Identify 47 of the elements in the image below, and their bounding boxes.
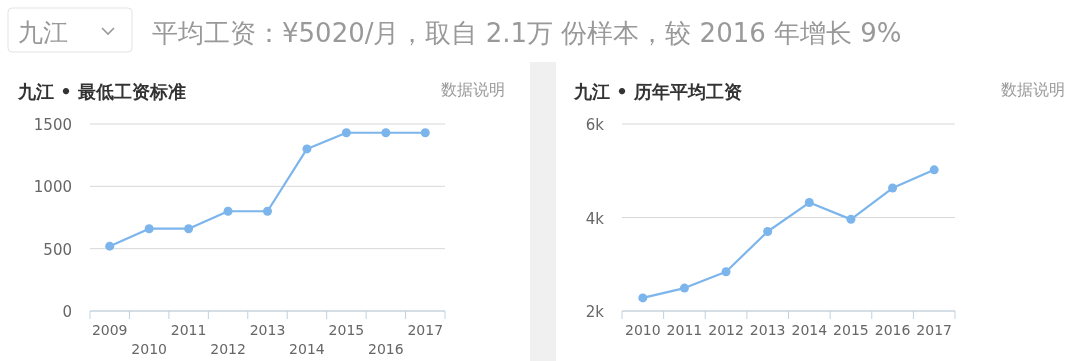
y-tick-label: 1500 bbox=[33, 116, 72, 134]
point bbox=[763, 227, 773, 237]
x-tick-label: 2017 bbox=[916, 322, 953, 338]
y-tick-label: 4k bbox=[585, 209, 605, 228]
chart-title: 九江 • 最低工资标准 bbox=[17, 81, 187, 102]
x-tick-label: 2009 bbox=[91, 322, 128, 338]
y-tick-label: 2k bbox=[585, 303, 605, 321]
y-tick-label: 6k bbox=[585, 116, 605, 134]
point bbox=[846, 214, 856, 224]
x-tick-label: 2014 bbox=[289, 341, 325, 357]
x-tick-label: 2012 bbox=[210, 341, 246, 357]
point bbox=[302, 144, 312, 154]
x-tick-label: 2014 bbox=[791, 322, 828, 338]
x-tick-label: 2015 bbox=[833, 322, 869, 338]
point bbox=[263, 206, 272, 216]
point bbox=[420, 128, 430, 138]
x-tick-label: 2012 bbox=[708, 322, 744, 338]
point bbox=[679, 283, 689, 293]
chart-title: 九江 • 历年平均工资 bbox=[573, 81, 743, 102]
point bbox=[929, 165, 939, 175]
point bbox=[184, 224, 194, 234]
x-tick-label: 2015 bbox=[328, 322, 365, 338]
x-tick-label: 2017 bbox=[407, 322, 444, 338]
x-tick-label: 2016 bbox=[368, 341, 404, 357]
x-tick-label: 2011 bbox=[170, 322, 207, 338]
x-tick-label: 2010 bbox=[131, 341, 167, 357]
point bbox=[888, 183, 898, 193]
text: 数据说明 bbox=[1001, 80, 1065, 99]
point bbox=[381, 128, 391, 138]
x-tick-label: 2011 bbox=[666, 322, 703, 338]
x-tick-label: 2013 bbox=[749, 322, 786, 338]
point bbox=[223, 206, 233, 216]
point bbox=[144, 224, 154, 234]
y-tick-label: 0 bbox=[62, 303, 72, 321]
point bbox=[341, 128, 351, 138]
x-tick-label: 2013 bbox=[249, 322, 286, 338]
x-tick-label: 2010 bbox=[624, 322, 661, 338]
point bbox=[721, 267, 731, 277]
point bbox=[638, 293, 648, 303]
text: 平均工资：¥5020/月，取自 2.1万 份样本，较 2016 年增长 9% bbox=[152, 18, 902, 48]
text: 九江 bbox=[18, 18, 68, 47]
y-tick-label: 500 bbox=[43, 240, 72, 259]
point bbox=[804, 198, 814, 208]
x-tick-label: 2016 bbox=[874, 322, 911, 338]
text: 数据说明 bbox=[441, 80, 505, 99]
y-tick-label: 1000 bbox=[33, 178, 72, 197]
point bbox=[105, 241, 115, 251]
